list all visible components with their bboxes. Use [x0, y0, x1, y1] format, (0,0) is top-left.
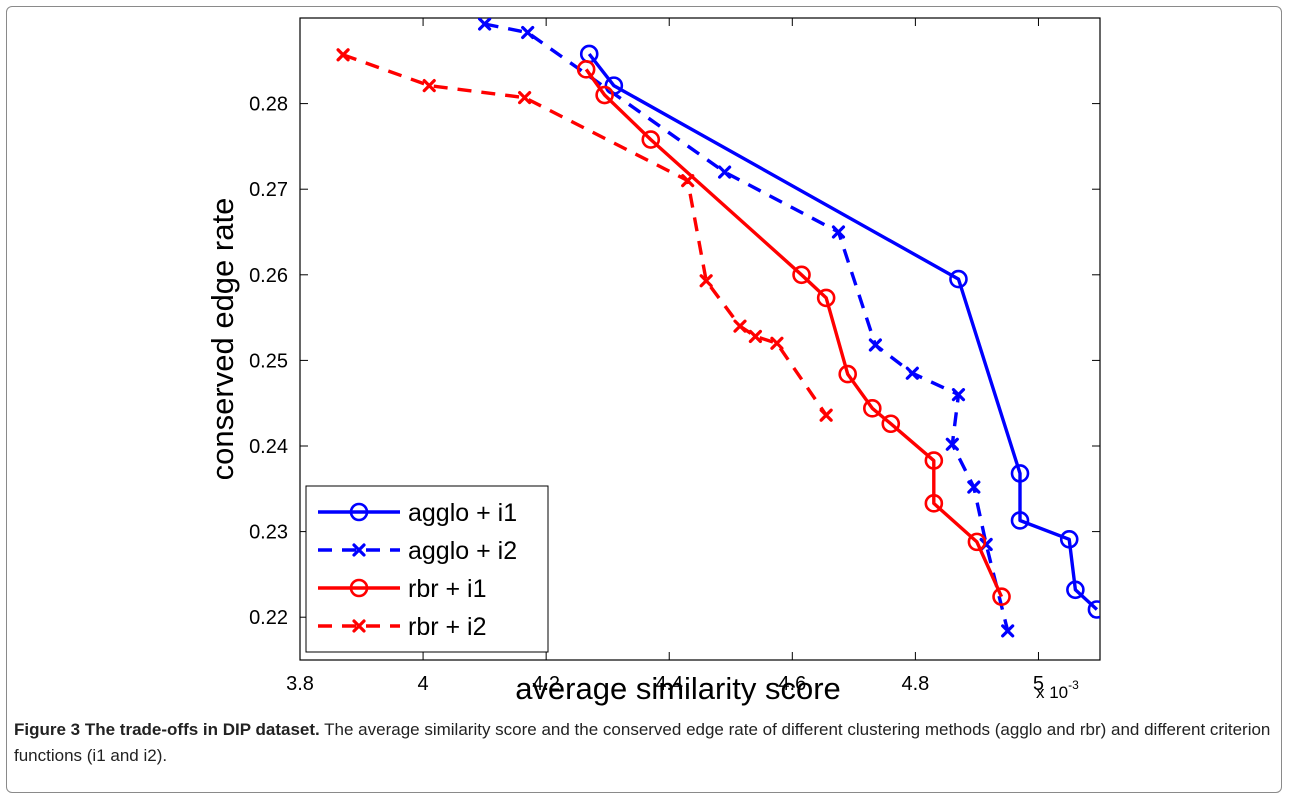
data-point	[518, 91, 532, 105]
data-point	[336, 48, 350, 62]
legend-marker	[352, 619, 366, 633]
series-line	[342, 53, 828, 417]
legend-entry: agglo + i1	[318, 499, 517, 527]
x-tick-label: 4.6	[778, 673, 806, 695]
data-point	[924, 451, 944, 470]
data-point	[881, 414, 901, 434]
data-point	[595, 85, 614, 105]
data-point	[951, 388, 966, 402]
series-layer	[336, 18, 1100, 638]
data-point	[521, 25, 535, 40]
series-line	[584, 68, 1004, 598]
y-tick-label: 0.24	[249, 436, 288, 458]
y-tick-label: 0.26	[249, 265, 288, 287]
axis-ticks: 3.8 4 4.2 4.4 4.6 4.8 5 0.22 0.23 0.24 0.25 0.26 0.2…	[249, 18, 1100, 695]
data-point	[699, 274, 713, 288]
data-point	[868, 338, 882, 352]
legend-marker	[352, 543, 366, 557]
data-point	[681, 174, 695, 188]
legend-label: agglo + i1	[408, 499, 517, 527]
series-1	[478, 18, 1015, 638]
data-point	[924, 494, 944, 513]
legend-label: rbr + i2	[408, 613, 487, 641]
data-point	[992, 587, 1011, 606]
data-point	[422, 79, 436, 93]
x-tick-label: 4.2	[532, 673, 560, 695]
data-point	[967, 532, 987, 552]
x-tick-label: 4	[418, 673, 429, 695]
series-0	[579, 44, 1100, 619]
legend: agglo + i1 agglo + i2 rbr + i1 rbr + i2	[305, 485, 549, 653]
series-3	[336, 48, 833, 422]
legend-marker	[349, 578, 369, 598]
caption-text: The average similarity score and the con…	[14, 720, 1271, 765]
data-point	[770, 336, 784, 350]
data-point	[1010, 511, 1030, 530]
caption-label: Figure 3 The trade-offs in DIP dataset.	[14, 720, 320, 739]
legend-marker	[349, 502, 369, 522]
data-point	[718, 165, 732, 179]
legend-entry: rbr + i2	[318, 613, 487, 641]
y-tick-label: 0.23	[249, 522, 288, 544]
data-point	[1066, 580, 1085, 600]
legend-label: agglo + i2	[408, 537, 517, 565]
data-point	[478, 18, 492, 31]
data-point	[733, 319, 747, 333]
data-point	[576, 60, 596, 79]
data-point	[863, 399, 882, 418]
figure-caption: Figure 3 The trade-offs in DIP dataset. …	[14, 717, 1278, 769]
data-point	[1087, 600, 1100, 619]
data-point	[748, 329, 762, 344]
data-point	[819, 408, 833, 422]
x-tick-label: 3.8	[286, 673, 314, 695]
x-tick-label: 4.4	[655, 673, 683, 695]
data-point	[838, 364, 857, 384]
data-point	[949, 269, 968, 289]
y-tick-label: 0.22	[249, 607, 288, 629]
series-2	[576, 60, 1011, 606]
data-point	[792, 265, 811, 285]
data-point	[831, 225, 846, 239]
legend-entry: agglo + i2	[318, 537, 517, 565]
x-exponent-base: x 10	[1036, 683, 1068, 702]
data-point	[1010, 464, 1030, 483]
y-tick-label: 0.28	[249, 94, 288, 116]
line-chart: 3.8 4 4.2 4.4 4.6 4.8 5 0.22 0.23 0.24 0.25 0.26 0.2…	[205, 17, 1101, 706]
data-point	[1059, 530, 1079, 549]
x-tick-label: 5	[1033, 673, 1044, 695]
data-point	[967, 480, 981, 494]
y-tick-label: 0.25	[249, 350, 288, 372]
y-axis-label: conserved edge rate	[205, 198, 240, 481]
x-exponent-power: -3	[1068, 678, 1079, 692]
x-axis-label: average similarity score	[515, 671, 841, 706]
x-tick-label: 4.8	[901, 673, 929, 695]
data-point	[816, 288, 836, 308]
y-tick-label: 0.27	[249, 179, 288, 201]
data-point	[641, 130, 661, 149]
data-point	[905, 366, 919, 380]
data-point	[1001, 624, 1015, 638]
legend-entry: rbr + i1	[318, 575, 487, 603]
x-exponent-label: x 10-3	[1036, 678, 1079, 702]
legend-label: rbr + i1	[408, 575, 487, 603]
data-point	[945, 437, 959, 451]
